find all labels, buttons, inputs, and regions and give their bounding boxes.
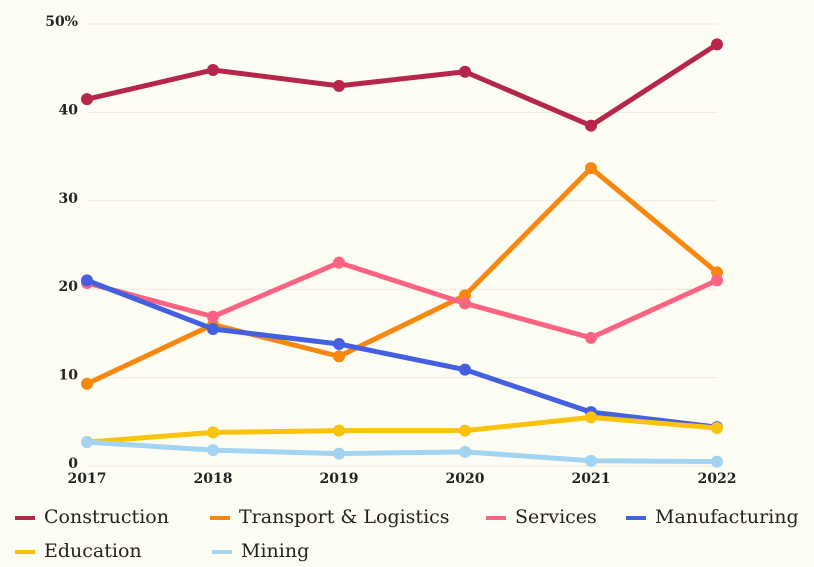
series-line (86, 439, 718, 465)
y-tick-label: 10 (59, 368, 79, 384)
y-tick-label: 30 (59, 191, 79, 207)
data-point (585, 162, 597, 175)
data-point (333, 256, 345, 269)
x-tick-label: 2019 (320, 471, 359, 487)
data-point (81, 377, 93, 390)
legend-label: Services (515, 506, 597, 528)
series-line (86, 42, 719, 129)
data-point (81, 274, 93, 287)
data-point (207, 63, 219, 76)
data-point (459, 424, 471, 437)
data-point (207, 322, 219, 335)
data-point (81, 436, 93, 449)
data-point (711, 421, 723, 434)
x-tick-label: 2017 (68, 471, 107, 487)
y-tick-label: 20 (59, 279, 79, 295)
data-point (585, 119, 597, 132)
x-tick-label: 2018 (194, 471, 233, 487)
data-point (81, 93, 93, 106)
data-point (207, 444, 219, 457)
series-line (86, 414, 718, 445)
data-point (585, 454, 597, 467)
data-point (333, 338, 345, 351)
legend-label: Transport & Logistics (239, 506, 450, 528)
y-tick-label: 40 (59, 102, 79, 118)
legend-label: Education (44, 540, 142, 562)
legend-label: Mining (241, 540, 309, 562)
data-point (333, 447, 345, 460)
data-point (207, 310, 219, 323)
data-point (711, 274, 723, 287)
legend-label: Construction (44, 506, 169, 528)
data-point (207, 426, 219, 439)
data-point (333, 79, 345, 92)
x-tick-label: 2020 (446, 471, 485, 487)
data-point (459, 445, 471, 458)
data-point (459, 65, 471, 78)
x-tick-label: 2022 (698, 471, 737, 487)
series-line (85, 165, 719, 387)
data-point (459, 363, 471, 376)
data-point (459, 297, 471, 310)
data-point (711, 455, 723, 468)
y-tick-label: 0 (68, 456, 78, 472)
data-point (585, 411, 597, 424)
data-point (333, 350, 345, 363)
series-line (86, 278, 718, 430)
data-point (333, 424, 345, 437)
x-tick-label: 2021 (572, 471, 611, 487)
legend-label: Manufacturing (655, 506, 799, 528)
series-line (86, 260, 719, 341)
data-point (585, 331, 597, 344)
data-point (711, 38, 723, 51)
y-tick-label: 50% (45, 14, 78, 30)
